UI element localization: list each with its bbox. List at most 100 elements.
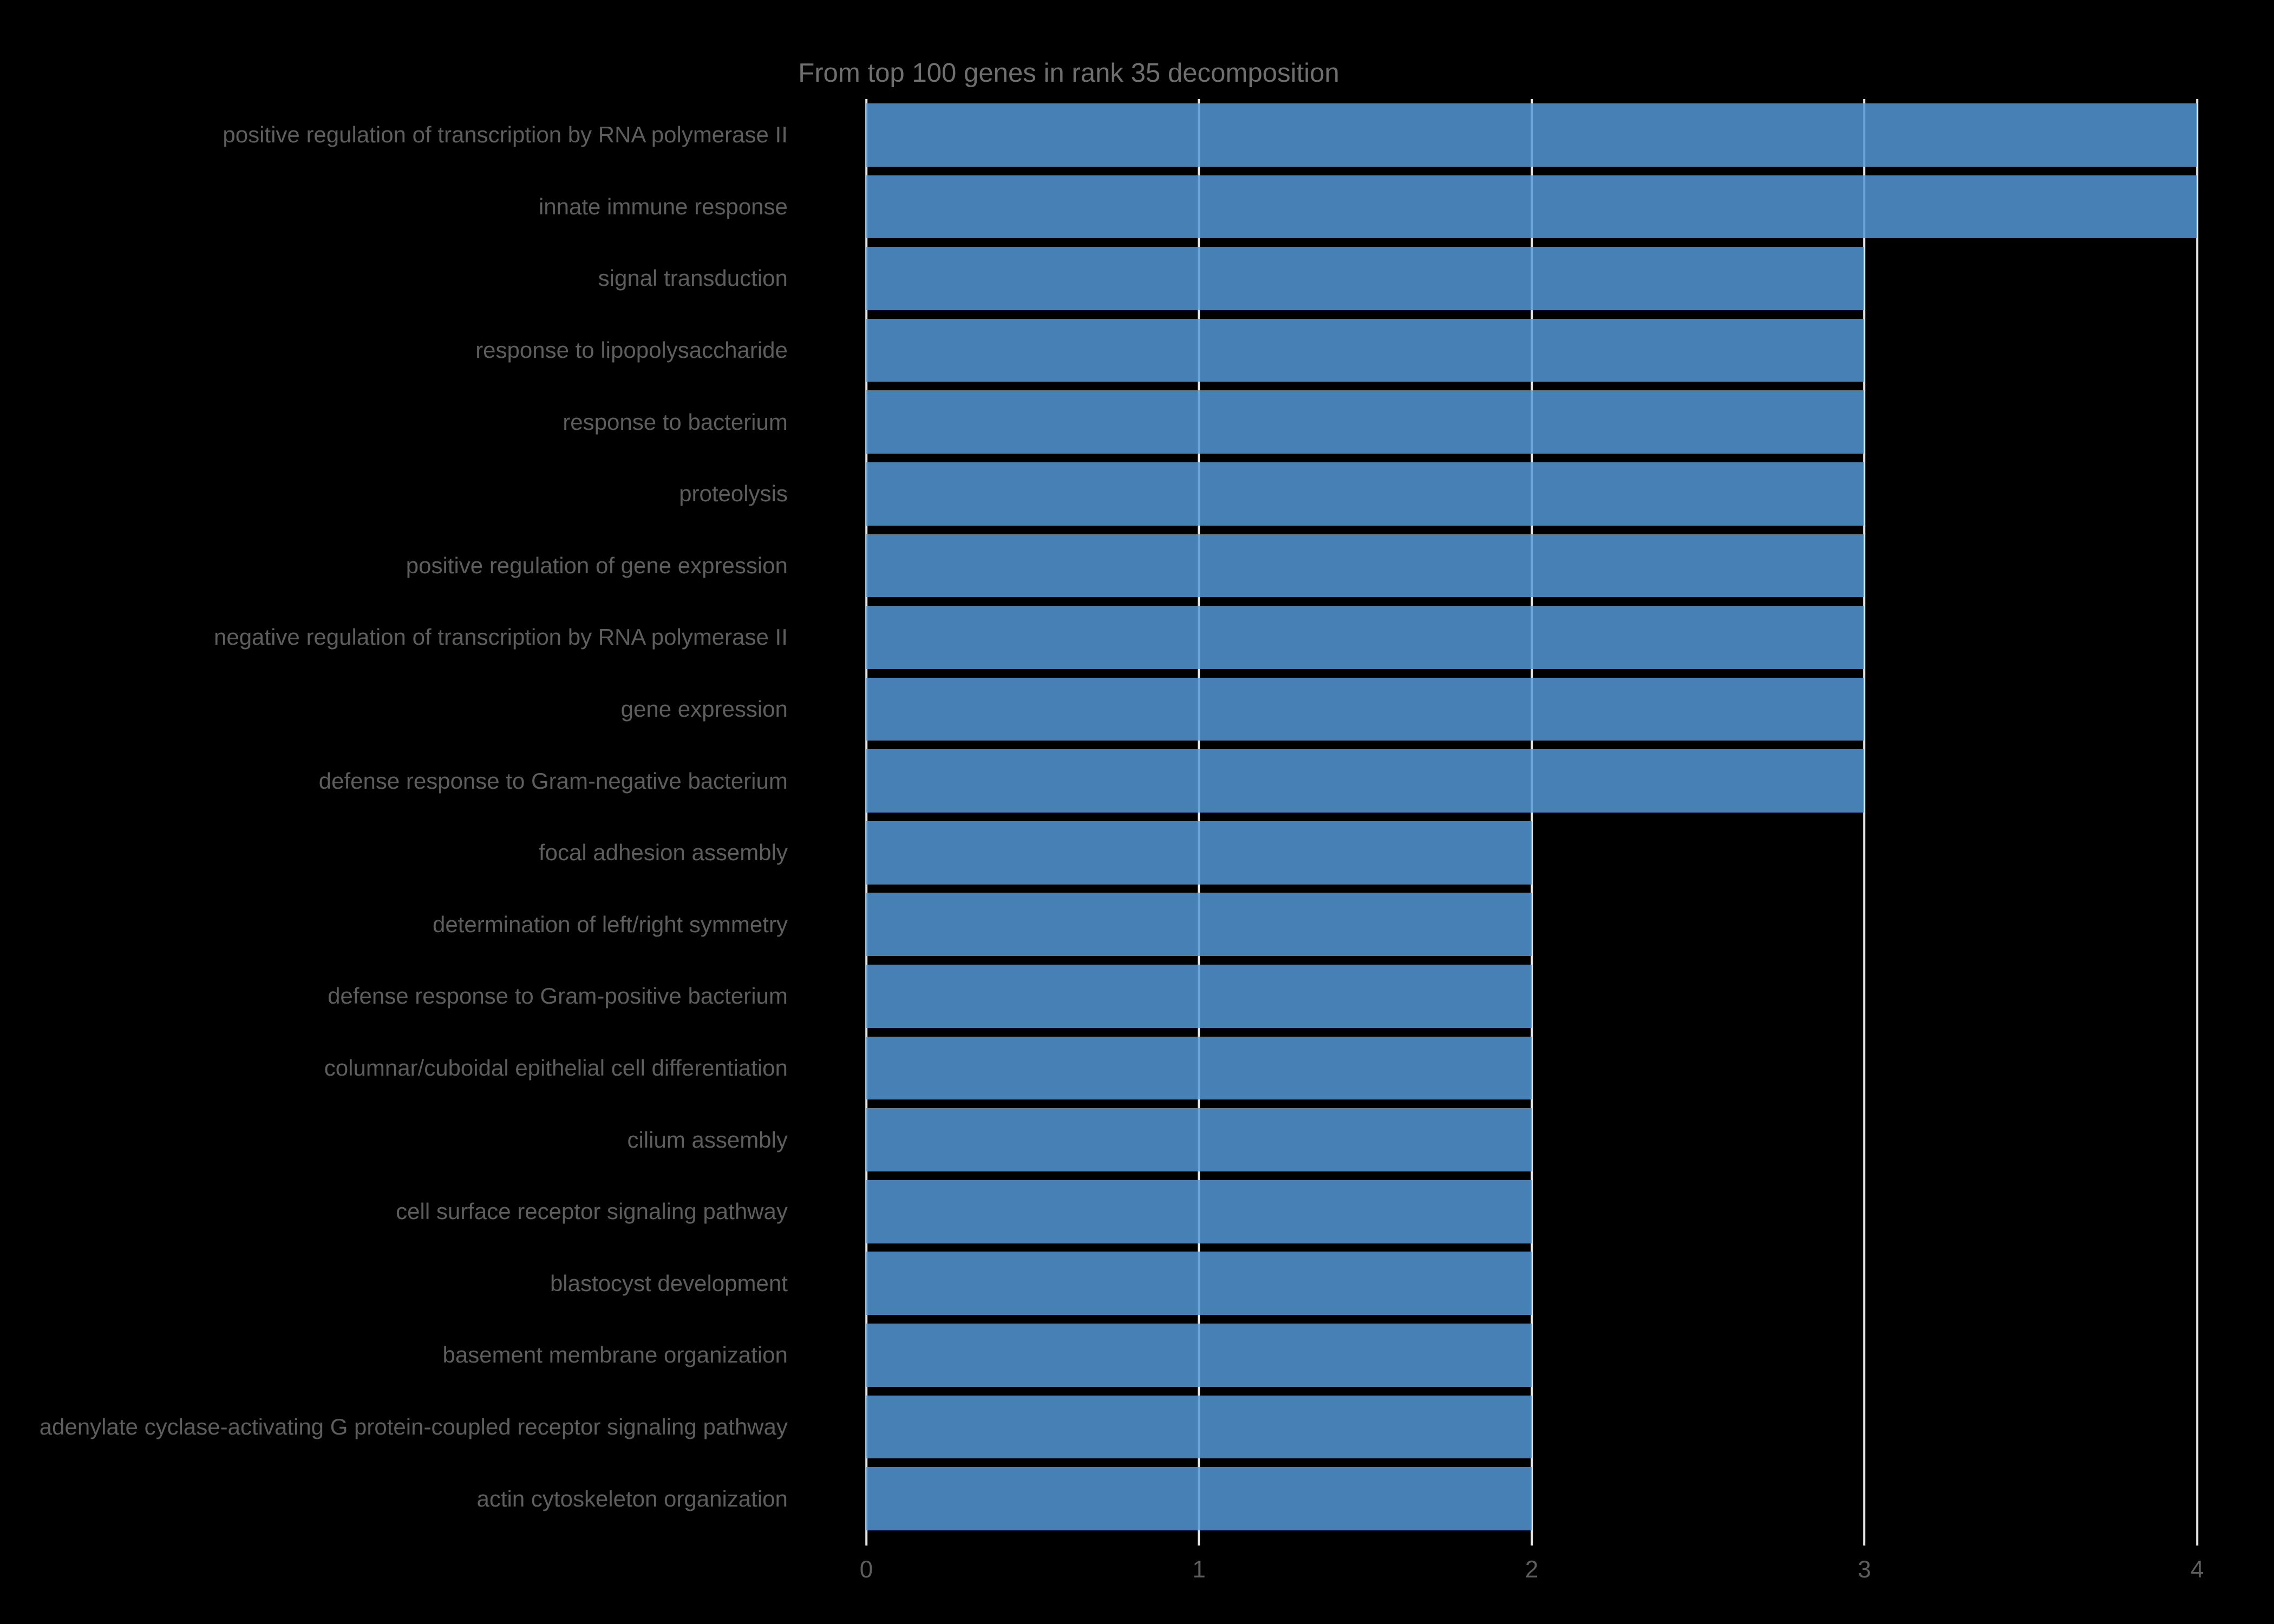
y-axis-label: basement membrane organization: [442, 1342, 788, 1368]
bar-row: [866, 171, 2264, 243]
y-axis-label: negative regulation of transcription by …: [213, 624, 788, 650]
bar: [866, 965, 1532, 1028]
gridline: [1198, 99, 1200, 1535]
y-axis-label: response to bacterium: [563, 409, 788, 435]
gridline: [1863, 99, 1866, 1535]
bar: [866, 1036, 1532, 1100]
x-tick: [1863, 1535, 1866, 1546]
bar-row: [866, 601, 2264, 673]
y-axis-label: signal transduction: [598, 265, 788, 291]
y-label-row: cell surface receptor signaling pathway: [0, 1176, 788, 1248]
bar-row: [866, 1319, 2264, 1391]
y-axis-label: positive regulation of transcription by …: [223, 122, 788, 148]
x-tick: [1198, 1535, 1200, 1546]
bar: [866, 1180, 1532, 1243]
y-label-row: cilium assembly: [0, 1104, 788, 1176]
y-label-row: negative regulation of transcription by …: [0, 601, 788, 673]
y-label-row: defense response to Gram-negative bacter…: [0, 745, 788, 817]
chart-title: From top 100 genes in rank 35 decomposit…: [798, 58, 1339, 88]
y-axis-label: blastocyst development: [550, 1270, 788, 1296]
bar-row: [866, 99, 2264, 171]
bar: [866, 390, 1865, 454]
x-tick-label: 1: [1192, 1556, 1206, 1583]
bar-row: [866, 1248, 2264, 1320]
bar: [866, 462, 1865, 526]
bar-row: [866, 458, 2264, 530]
y-axis-label: cell surface receptor signaling pathway: [396, 1199, 788, 1224]
bar: [866, 893, 1532, 957]
y-label-row: defense response to Gram-positive bacter…: [0, 960, 788, 1032]
bar: [866, 1395, 1532, 1459]
bar-row: [866, 1391, 2264, 1463]
y-axis-label: proteolysis: [679, 481, 788, 507]
bar-row: [866, 1176, 2264, 1248]
bar: [866, 1108, 1532, 1171]
bar: [866, 247, 1865, 310]
bar-row: [866, 530, 2264, 602]
y-label-row: blastocyst development: [0, 1248, 788, 1320]
x-tick: [2196, 1535, 2198, 1546]
y-label-row: focal adhesion assembly: [0, 817, 788, 889]
bar: [866, 1252, 1532, 1315]
bar-row: [866, 243, 2264, 315]
bar-row: [866, 315, 2264, 387]
bar: [866, 1324, 1532, 1387]
y-axis-label: response to lipopolysaccharide: [475, 337, 788, 363]
y-axis-label: actin cytoskeleton organization: [476, 1485, 788, 1511]
x-tick: [865, 1535, 867, 1546]
y-label-row: response to lipopolysaccharide: [0, 315, 788, 387]
bar-row: [866, 1463, 2264, 1535]
y-label-row: basement membrane organization: [0, 1319, 788, 1391]
y-label-row: response to bacterium: [0, 386, 788, 458]
y-axis-label: defense response to Gram-negative bacter…: [318, 768, 788, 794]
y-axis-label: cilium assembly: [627, 1127, 788, 1152]
plot-area: 0 1 2 3 4: [860, 99, 2264, 1583]
y-label-row: positive regulation of gene expression: [0, 530, 788, 602]
bar-row: [866, 745, 2264, 817]
y-label-row: innate immune response: [0, 171, 788, 243]
y-axis-label: gene expression: [620, 696, 788, 722]
y-label-row: determination of left/right symmetry: [0, 889, 788, 961]
y-axis-label: positive regulation of gene expression: [406, 552, 788, 578]
bar: [866, 749, 1865, 813]
bar-row: [866, 960, 2264, 1032]
y-label-row: actin cytoskeleton organization: [0, 1463, 788, 1535]
y-axis-label: determination of left/right symmetry: [432, 911, 788, 937]
y-label-row: columnar/cuboidal epithelial cell differ…: [0, 1032, 788, 1104]
bar-row: [866, 386, 2264, 458]
y-label-row: signal transduction: [0, 243, 788, 315]
bar-row: [866, 889, 2264, 961]
bar: [866, 677, 1865, 741]
bar-row: [866, 1104, 2264, 1176]
y-label-row: proteolysis: [0, 458, 788, 530]
x-tick-label: 0: [859, 1556, 873, 1583]
gridline: [1531, 99, 1533, 1535]
x-axis-tick-labels: 0 1 2 3 4: [860, 1556, 2264, 1602]
gridline: [2196, 99, 2198, 1535]
y-axis-label: columnar/cuboidal epithelial cell differ…: [324, 1055, 788, 1081]
bar: [866, 1467, 1532, 1530]
bar: [866, 318, 1865, 382]
x-tick-label: 4: [2190, 1556, 2204, 1583]
gridline: [865, 99, 867, 1535]
y-label-row: gene expression: [0, 673, 788, 745]
bar: [866, 103, 2197, 167]
y-axis-label: innate immune response: [538, 193, 788, 219]
y-axis-label: defense response to Gram-positive bacter…: [328, 983, 788, 1009]
bar: [866, 821, 1532, 885]
x-tick: [1531, 1535, 1533, 1546]
bar-row: [866, 673, 2264, 745]
bar-series: [866, 99, 2264, 1535]
x-tick-label: 3: [1858, 1556, 1871, 1583]
y-axis-label: focal adhesion assembly: [538, 840, 788, 866]
y-axis-labels: positive regulation of transcription by …: [0, 99, 788, 1535]
bar: [866, 534, 1865, 598]
bar-row: [866, 1032, 2264, 1104]
bar-row: [866, 817, 2264, 889]
bar: [866, 606, 1865, 669]
y-label-row: adenylate cyclase-activating G protein-c…: [0, 1391, 788, 1463]
x-tick-label: 2: [1525, 1556, 1539, 1583]
y-axis-label: adenylate cyclase-activating G protein-c…: [39, 1413, 788, 1439]
bar: [866, 175, 2197, 239]
y-label-row: positive regulation of transcription by …: [0, 99, 788, 171]
